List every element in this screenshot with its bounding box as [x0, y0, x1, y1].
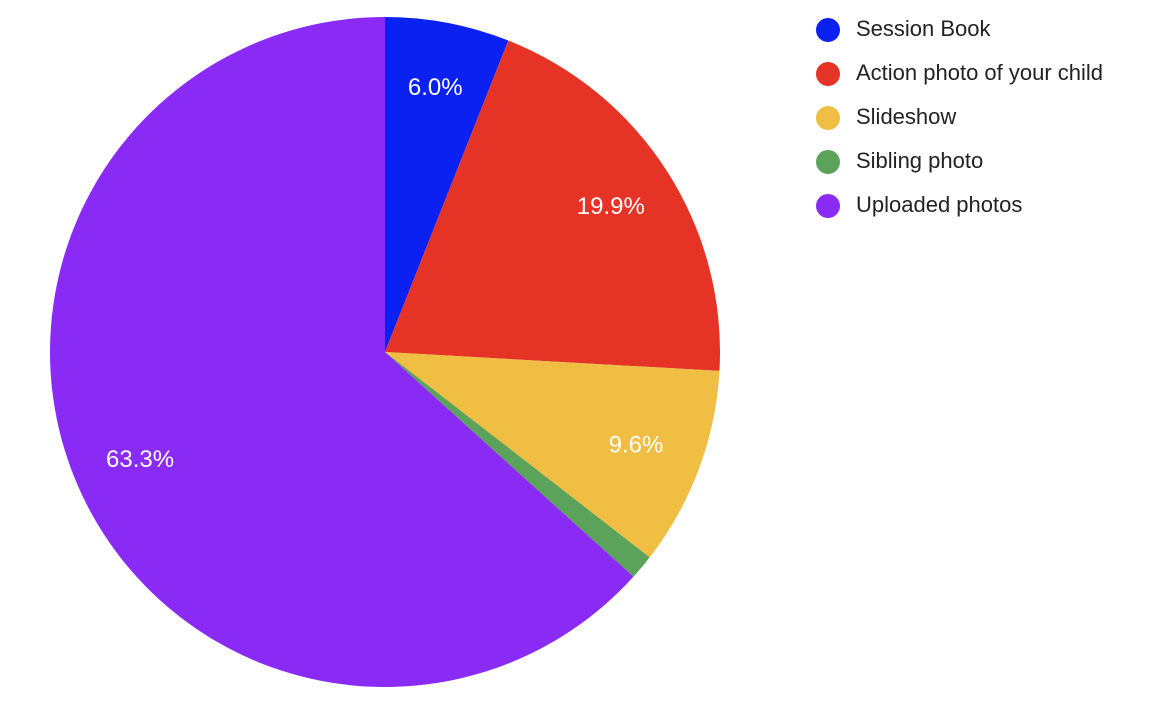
- legend-marker: [816, 106, 840, 130]
- legend-label: Session Book: [856, 16, 992, 41]
- legend-label: Action photo of your child: [856, 60, 1103, 85]
- legend-label: Slideshow: [856, 104, 956, 129]
- legend-marker: [816, 150, 840, 174]
- pie-slice: [385, 352, 650, 577]
- pie-slice: [50, 17, 634, 687]
- data-label: 6.0%: [408, 74, 463, 101]
- pie-slice: [385, 352, 720, 558]
- pie-slice: [385, 17, 509, 352]
- data-label: 63.3%: [106, 446, 174, 473]
- data-label: 19.9%: [577, 193, 645, 220]
- pie-slice: [385, 40, 720, 371]
- legend-marker: [816, 18, 840, 42]
- legend-marker: [816, 194, 840, 218]
- legend-label: Uploaded photos: [856, 192, 1022, 217]
- legend-label: Sibling photo: [856, 148, 983, 173]
- legend-marker: [816, 62, 840, 86]
- data-label: 9.6%: [609, 431, 664, 458]
